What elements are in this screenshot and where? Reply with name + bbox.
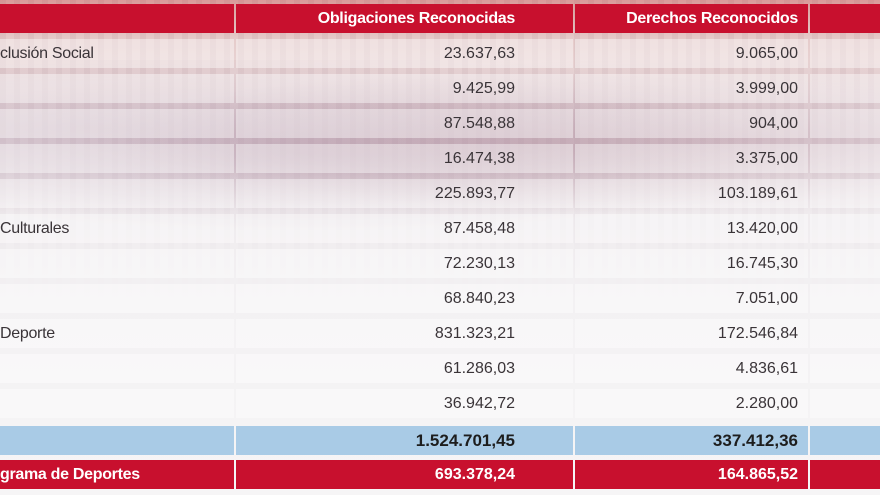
row-label: Culturales	[0, 214, 234, 243]
row-extra	[810, 179, 880, 208]
header-obligaciones: Obligaciones Reconocidas	[236, 4, 573, 33]
row-obligaciones: 225.893,77	[236, 179, 573, 208]
row-derechos: 103.189,61	[575, 179, 808, 208]
table-row: clusión Social 23.637,63 9.065,00	[0, 39, 880, 68]
row-extra	[810, 389, 880, 418]
row-label	[0, 389, 234, 418]
row-label	[0, 74, 234, 103]
row-derechos: 9.065,00	[575, 39, 808, 68]
row-derechos: 2.280,00	[575, 389, 808, 418]
row-obligaciones: 61.286,03	[236, 354, 573, 383]
row-label	[0, 284, 234, 313]
row-extra	[810, 39, 880, 68]
row-label: clusión Social	[0, 39, 234, 68]
row-obligaciones: 87.548,88	[236, 109, 573, 138]
row-extra	[810, 249, 880, 278]
row-derechos: 13.420,00	[575, 214, 808, 243]
row-derechos: 904,00	[575, 109, 808, 138]
table-row: 68.840,23 7.051,00	[0, 284, 880, 313]
row-obligaciones: 87.458,48	[236, 214, 573, 243]
table-row: Deporte 831.323,21 172.546,84	[0, 319, 880, 348]
table-row: 9.425,99 3.999,00	[0, 74, 880, 103]
table-row: 61.286,03 4.836,61	[0, 354, 880, 383]
row-obligaciones: 72.230,13	[236, 249, 573, 278]
total-obligaciones: 1.524.701,45	[236, 426, 573, 455]
header-label-cell	[0, 4, 234, 33]
row-extra	[810, 354, 880, 383]
row-extra	[810, 214, 880, 243]
row-obligaciones: 831.323,21	[236, 319, 573, 348]
table-row: 87.548,88 904,00	[0, 109, 880, 138]
row-obligaciones: 36.942,72	[236, 389, 573, 418]
deportes-row: grama de Deportes 693.378,24 164.865,52	[0, 460, 880, 489]
total-label	[0, 426, 234, 455]
row-extra	[810, 74, 880, 103]
row-derechos: 3.999,00	[575, 74, 808, 103]
deportes-obligaciones: 693.378,24	[236, 460, 573, 489]
row-derechos: 16.745,30	[575, 249, 808, 278]
row-derechos: 4.836,61	[575, 354, 808, 383]
row-label: Deporte	[0, 319, 234, 348]
header-extra-cell	[810, 4, 880, 33]
row-extra	[810, 284, 880, 313]
table-row: 36.942,72 2.280,00	[0, 389, 880, 418]
table-row: Culturales 87.458,48 13.420,00	[0, 214, 880, 243]
row-derechos: 172.546,84	[575, 319, 808, 348]
row-label	[0, 354, 234, 383]
row-derechos: 3.375,00	[575, 144, 808, 173]
row-obligaciones: 9.425,99	[236, 74, 573, 103]
table-row: 225.893,77 103.189,61	[0, 179, 880, 208]
row-derechos: 7.051,00	[575, 284, 808, 313]
deportes-derechos: 164.865,52	[575, 460, 808, 489]
row-obligaciones: 16.474,38	[236, 144, 573, 173]
total-row: 1.524.701,45 337.412,36	[0, 426, 880, 455]
table-header-row: Obligaciones Reconocidas Derechos Recono…	[0, 4, 880, 33]
row-obligaciones: 68.840,23	[236, 284, 573, 313]
total-extra	[810, 426, 880, 455]
table-row: 72.230,13 16.745,30	[0, 249, 880, 278]
row-obligaciones: 23.637,63	[236, 39, 573, 68]
row-extra	[810, 109, 880, 138]
row-label	[0, 109, 234, 138]
table-row: 16.474,38 3.375,00	[0, 144, 880, 173]
row-extra	[810, 144, 880, 173]
row-label	[0, 179, 234, 208]
total-derechos: 337.412,36	[575, 426, 808, 455]
crowd-photo-overlay	[0, 60, 880, 230]
row-label	[0, 144, 234, 173]
row-label	[0, 249, 234, 278]
deportes-extra	[810, 460, 880, 489]
deportes-label: grama de Deportes	[0, 460, 234, 489]
row-extra	[810, 319, 880, 348]
header-derechos: Derechos Reconocidos	[575, 4, 808, 33]
